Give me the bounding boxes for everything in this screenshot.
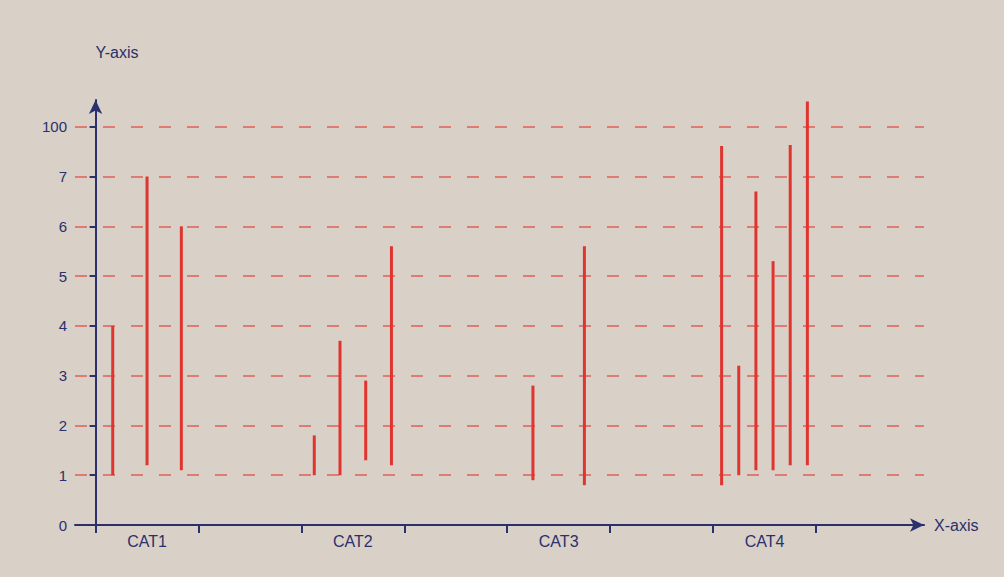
svg-text:1: 1 [59,467,67,484]
svg-text:100: 100 [42,118,67,135]
svg-text:X-axis: X-axis [934,517,978,534]
svg-text:2: 2 [59,417,67,434]
svg-text:6: 6 [59,218,67,235]
svg-text:4: 4 [59,317,67,334]
svg-text:CAT3: CAT3 [539,533,579,550]
svg-text:5: 5 [59,268,67,285]
svg-text:Y-axis: Y-axis [96,44,139,61]
svg-text:CAT4: CAT4 [745,533,785,550]
svg-text:0: 0 [59,517,67,534]
svg-text:7: 7 [59,168,67,185]
svg-text:3: 3 [59,367,67,384]
svg-text:CAT1: CAT1 [127,533,167,550]
svg-text:CAT2: CAT2 [333,533,373,550]
